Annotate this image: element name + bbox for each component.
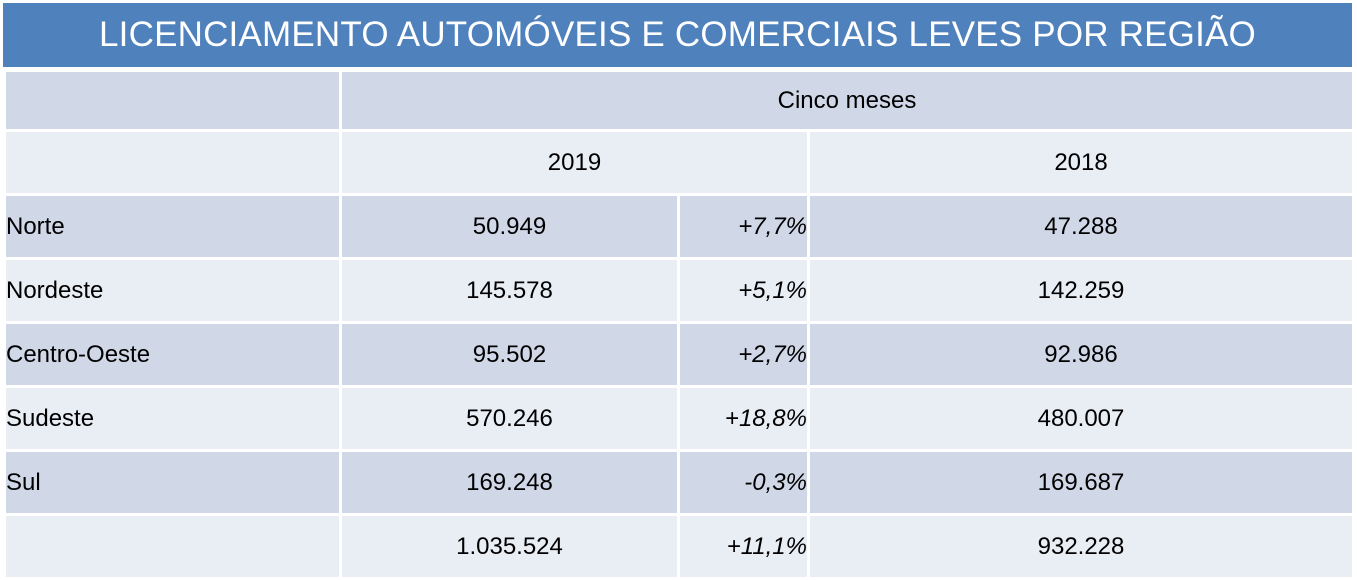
change-cell: +7,7% — [677, 193, 810, 260]
header-row-years: 2019 2018 — [3, 129, 1356, 196]
total-2019-cell: 1.035.524 — [339, 513, 680, 580]
region-cell: Nordeste — [3, 257, 342, 324]
region-cell: Norte — [3, 193, 342, 260]
value-2018-cell: 480.007 — [806, 385, 1356, 452]
change-cell: +2,7% — [677, 321, 810, 388]
table-title: LICENCIAMENTO AUTOMÓVEIS E COMERCIAIS LE… — [3, 3, 1352, 67]
value-2019-cell: 169.248 — [339, 449, 680, 516]
change-cell: +18,8% — [677, 385, 810, 452]
value-2018-cell: 92.986 — [806, 321, 1356, 388]
header-empty-cell — [3, 129, 342, 196]
value-2019-cell: 145.578 — [339, 257, 680, 324]
region-cell: Sul — [3, 449, 342, 516]
table-frame: LICENCIAMENTO AUTOMÓVEIS E COMERCIAIS LE… — [3, 3, 1356, 580]
region-cell: Sudeste — [3, 385, 342, 452]
table-row: Sul 169.248 -0,3% 169.687 — [3, 449, 1356, 516]
change-cell: +5,1% — [677, 257, 810, 324]
table-row: Sudeste 570.246 +18,8% 480.007 — [3, 385, 1356, 452]
column-header-2019: 2019 — [339, 129, 810, 196]
header-empty-cell — [3, 69, 342, 132]
total-row: 1.035.524 +11,1% 932.228 — [3, 513, 1356, 580]
value-2018-cell: 142.259 — [806, 257, 1356, 324]
value-2018-cell: 169.687 — [806, 449, 1356, 516]
value-2019-cell: 95.502 — [339, 321, 680, 388]
header-row-period: Cinco meses — [3, 69, 1356, 132]
table-row: Nordeste 145.578 +5,1% 142.259 — [3, 257, 1356, 324]
total-2018-cell: 932.228 — [806, 513, 1356, 580]
region-cell: Centro-Oeste — [3, 321, 342, 388]
column-header-2018: 2018 — [806, 129, 1356, 196]
total-change-cell: +11,1% — [677, 513, 810, 580]
change-cell: -0,3% — [677, 449, 810, 516]
table-row: Centro-Oeste 95.502 +2,7% 92.986 — [3, 321, 1356, 388]
value-2019-cell: 570.246 — [339, 385, 680, 452]
value-2018-cell: 47.288 — [806, 193, 1356, 260]
data-table: Cinco meses 2019 2018 Norte 50.949 +7,7%… — [3, 69, 1356, 580]
table-row: Norte 50.949 +7,7% 47.288 — [3, 193, 1356, 260]
period-header: Cinco meses — [338, 69, 1356, 132]
region-cell — [3, 513, 342, 580]
value-2019-cell: 50.949 — [339, 193, 680, 260]
